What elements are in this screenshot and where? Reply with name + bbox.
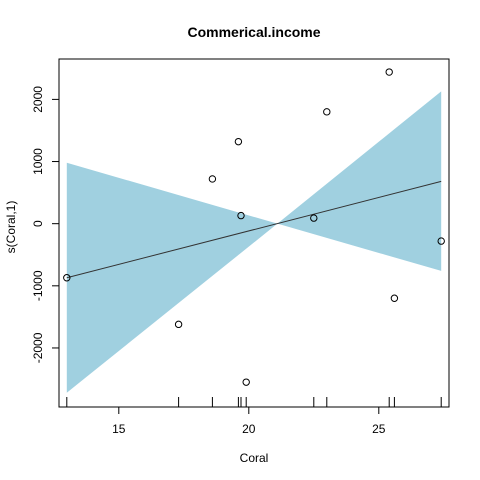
points-layer [63,68,445,386]
y-tick-label-1000: 1000 [31,148,45,175]
data-point-1 [63,274,71,282]
x-tick-label-15: 15 [112,422,126,436]
data-point-4 [234,137,243,146]
y-axis-label: s(Coral,1) [4,201,18,254]
data-point-7 [310,214,318,222]
data-point-5 [237,211,245,220]
data-point-6 [242,378,250,386]
data-point-9 [385,68,393,76]
confidence-band-layer [66,91,442,393]
x-axis: 15 20 25 [112,406,386,436]
x-tick-label-20: 20 [242,422,256,436]
data-point-10 [390,294,399,302]
y-tick-label--1000: -1000 [31,270,45,301]
data-point-2 [174,320,183,329]
y-axis: -2000 -1000 0 1000 2000 [31,86,60,363]
fit-line [66,180,442,279]
data-point-8 [323,108,331,116]
x-axis-label: Coral [240,451,269,465]
confidence-band [66,91,442,393]
data-point-11 [437,237,445,245]
fit-line-layer [66,180,442,279]
rug-layer [66,397,442,407]
chart-title: Commerical.income [187,24,320,40]
x-tick-label-25: 25 [372,422,386,436]
y-tick-label-0: 0 [31,220,45,227]
y-tick-label-2000: 2000 [31,86,45,113]
y-tick-label--2000: -2000 [31,332,45,363]
data-point-3 [208,175,217,183]
